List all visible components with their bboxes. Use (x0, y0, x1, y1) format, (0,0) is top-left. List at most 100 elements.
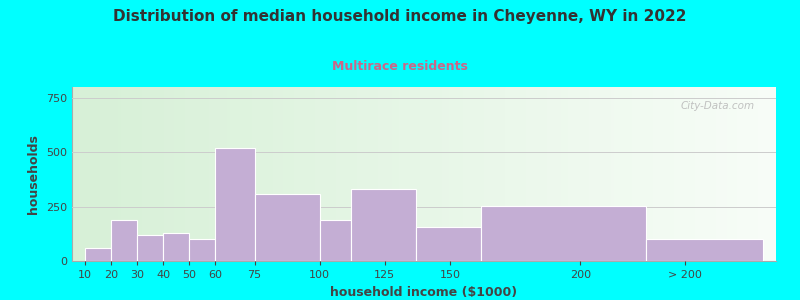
Bar (262, 87, 266, 261)
Bar (414, 87, 418, 261)
Bar (107, 87, 111, 261)
Bar (755, 87, 758, 261)
Bar (554, 87, 558, 261)
Bar (635, 87, 639, 261)
Bar (625, 87, 629, 261)
Bar (568, 87, 572, 261)
Bar (607, 87, 611, 261)
Bar (590, 87, 594, 261)
Bar (769, 87, 773, 261)
Bar (667, 87, 670, 261)
Bar (181, 87, 185, 261)
Bar (597, 87, 600, 261)
Bar (346, 87, 350, 261)
Bar (374, 87, 378, 261)
Bar (702, 87, 706, 261)
Bar (206, 87, 210, 261)
Bar (234, 87, 238, 261)
Text: Distribution of median household income in Cheyenne, WY in 2022: Distribution of median household income … (114, 9, 686, 24)
Bar (530, 87, 534, 261)
Bar (515, 87, 519, 261)
Bar (522, 87, 526, 261)
Bar (562, 87, 565, 261)
Bar (122, 87, 125, 261)
Bar (533, 87, 537, 261)
Bar (202, 87, 206, 261)
Bar (751, 87, 755, 261)
Bar (494, 87, 498, 261)
Bar (734, 87, 738, 261)
Bar (403, 87, 406, 261)
Bar (484, 87, 488, 261)
Bar (79, 87, 83, 261)
Bar (368, 87, 371, 261)
Bar (688, 87, 692, 261)
Bar (389, 87, 393, 261)
Bar (336, 87, 340, 261)
Bar (273, 87, 277, 261)
Bar (547, 87, 551, 261)
Bar (215, 148, 254, 261)
Bar (163, 233, 190, 261)
Bar (579, 87, 582, 261)
Bar (351, 189, 416, 261)
Bar (477, 87, 481, 261)
Bar (452, 87, 456, 261)
Bar (638, 87, 642, 261)
Bar (308, 87, 312, 261)
Bar (223, 87, 227, 261)
Bar (417, 87, 421, 261)
Bar (646, 87, 650, 261)
Bar (90, 87, 94, 261)
X-axis label: household income ($1000): household income ($1000) (330, 286, 518, 298)
Bar (723, 87, 727, 261)
Bar (695, 87, 699, 261)
Bar (650, 87, 653, 261)
Bar (371, 87, 375, 261)
Bar (674, 87, 678, 261)
Bar (378, 87, 382, 261)
Bar (386, 87, 389, 261)
Bar (245, 87, 248, 261)
Bar (132, 87, 136, 261)
Bar (421, 87, 424, 261)
Bar (301, 87, 305, 261)
Bar (685, 87, 688, 261)
Bar (139, 87, 142, 261)
Bar (100, 87, 104, 261)
Bar (519, 87, 523, 261)
Bar (135, 87, 139, 261)
Bar (766, 87, 770, 261)
Bar (174, 87, 178, 261)
Bar (720, 87, 723, 261)
Bar (773, 87, 776, 261)
Bar (125, 87, 129, 261)
Bar (681, 87, 685, 261)
Bar (118, 87, 122, 261)
Bar (333, 87, 336, 261)
Bar (354, 87, 358, 261)
Bar (540, 87, 544, 261)
Bar (304, 87, 308, 261)
Bar (646, 239, 763, 261)
Bar (110, 87, 114, 261)
Bar (286, 87, 290, 261)
Bar (614, 87, 618, 261)
Bar (610, 87, 614, 261)
Bar (157, 87, 160, 261)
Bar (190, 239, 215, 261)
Bar (216, 87, 220, 261)
Bar (462, 87, 466, 261)
Bar (572, 87, 576, 261)
Bar (238, 87, 242, 261)
Bar (424, 87, 428, 261)
Bar (311, 87, 315, 261)
Bar (628, 87, 632, 261)
Bar (600, 87, 604, 261)
Bar (709, 87, 713, 261)
Bar (716, 87, 720, 261)
Bar (111, 220, 137, 261)
Bar (357, 87, 361, 261)
Bar (254, 194, 320, 261)
Bar (586, 87, 590, 261)
